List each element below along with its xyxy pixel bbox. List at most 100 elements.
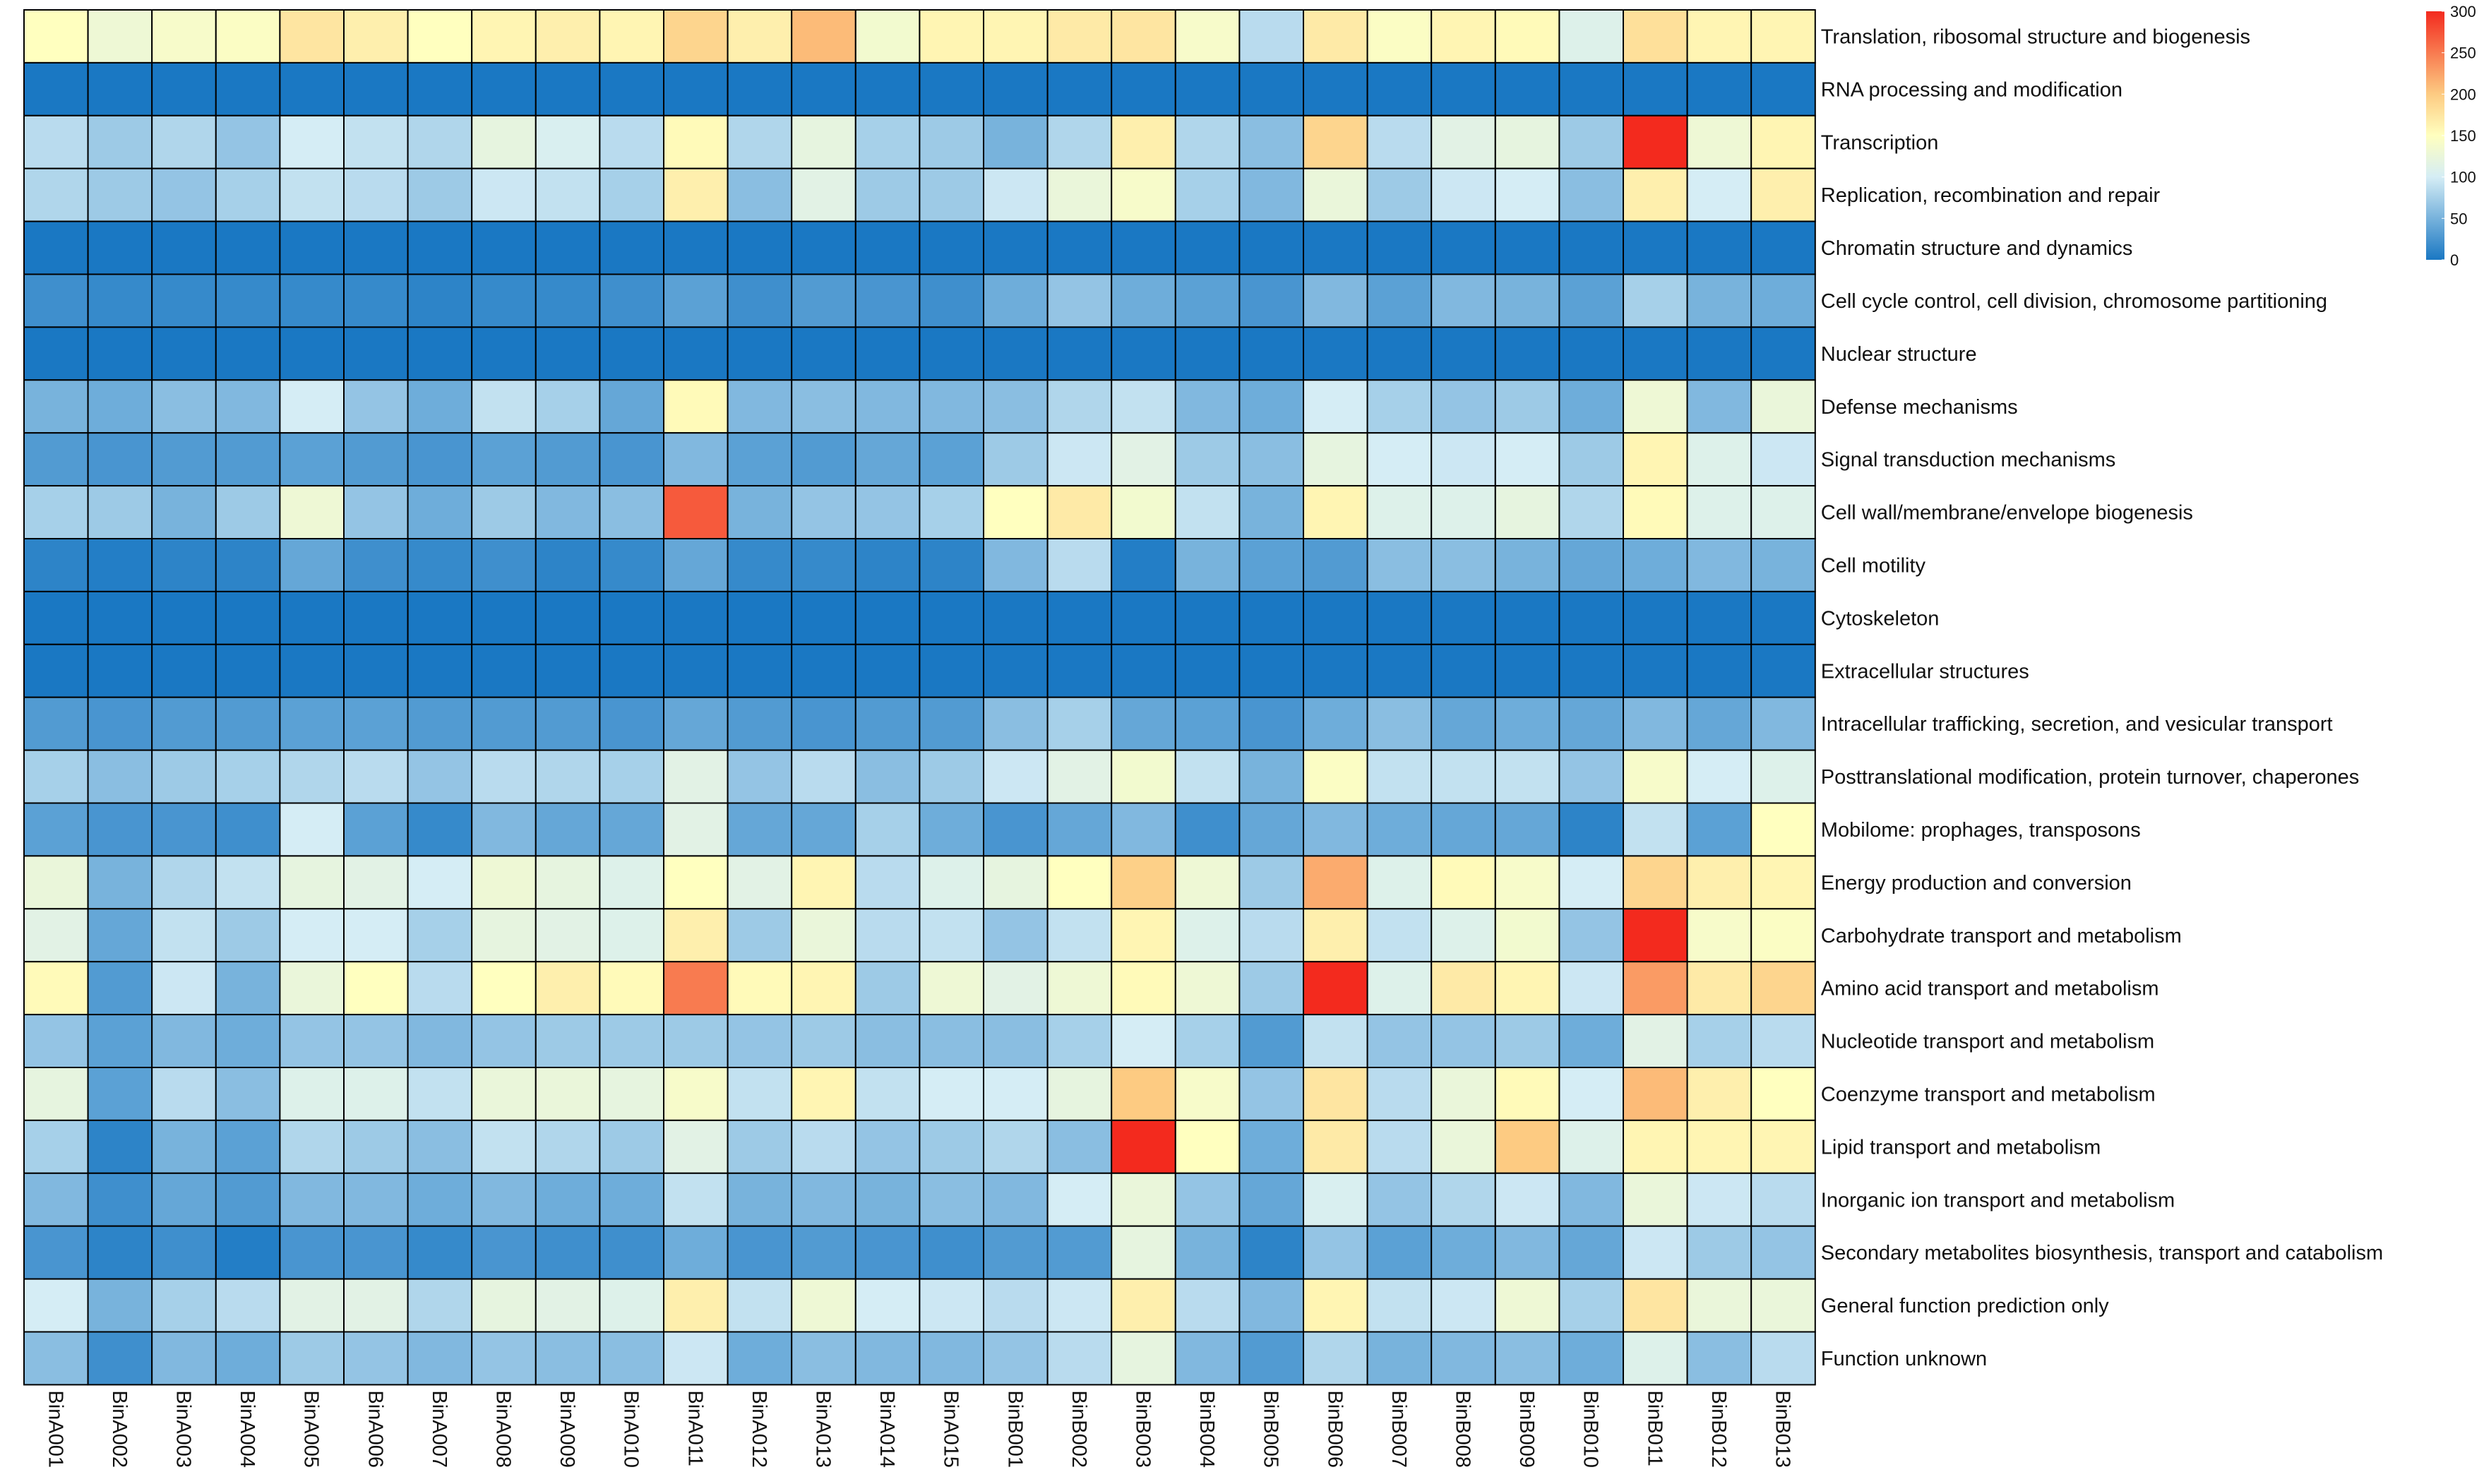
heatmap-cell bbox=[279, 1014, 345, 1068]
column-label: BinA012 bbox=[748, 1390, 770, 1468]
heatmap-cell bbox=[599, 1119, 665, 1174]
heatmap-cell bbox=[215, 908, 281, 963]
heatmap-cell bbox=[919, 61, 985, 116]
heatmap-cell bbox=[599, 643, 665, 698]
heatmap-cell bbox=[1366, 432, 1433, 487]
heatmap-cell bbox=[1431, 802, 1496, 857]
heatmap-cell bbox=[407, 749, 473, 804]
heatmap-cell bbox=[151, 961, 217, 1016]
heatmap-cell bbox=[343, 379, 409, 434]
row-labels: Translation, ribosomal structure and bio… bbox=[1821, 26, 2383, 1371]
heatmap-cell bbox=[1046, 749, 1113, 804]
heatmap-cell bbox=[919, 696, 985, 751]
heatmap-cell bbox=[151, 538, 217, 592]
heatmap-cell bbox=[343, 1278, 409, 1333]
heatmap-cell bbox=[1111, 220, 1176, 275]
heatmap-cell bbox=[343, 696, 409, 751]
heatmap-cell bbox=[727, 273, 793, 328]
heatmap-cell bbox=[151, 1331, 217, 1386]
column-label: BinA002 bbox=[108, 1390, 131, 1468]
heatmap-cell bbox=[1303, 61, 1368, 116]
heatmap-cell bbox=[663, 643, 729, 698]
heatmap-cell bbox=[1303, 9, 1368, 64]
heatmap-cell bbox=[983, 696, 1049, 751]
row-label: Secondary metabolites biosynthesis, tran… bbox=[1821, 1242, 2383, 1264]
heatmap-cell bbox=[1366, 9, 1433, 64]
heatmap-cell bbox=[854, 485, 921, 539]
heatmap-cell bbox=[215, 1331, 281, 1386]
heatmap-cell bbox=[1303, 590, 1368, 645]
heatmap-cell bbox=[343, 9, 409, 64]
heatmap-cell bbox=[1111, 379, 1176, 434]
heatmap-cell bbox=[727, 643, 793, 698]
heatmap-cell bbox=[1750, 379, 1816, 434]
heatmap-cell bbox=[919, 908, 985, 963]
heatmap-cell bbox=[279, 1278, 345, 1333]
heatmap-cell bbox=[791, 220, 856, 275]
heatmap-cell bbox=[1046, 485, 1113, 539]
heatmap-cell bbox=[983, 220, 1049, 275]
heatmap-cell bbox=[1494, 432, 1560, 487]
heatmap-cell bbox=[407, 432, 473, 487]
heatmap-cell bbox=[23, 1014, 89, 1068]
heatmap-cell bbox=[1494, 326, 1560, 381]
heatmap-cell bbox=[151, 61, 217, 116]
heatmap-cell bbox=[1558, 61, 1624, 116]
heatmap-cell bbox=[1238, 220, 1305, 275]
heatmap-cell bbox=[663, 538, 729, 592]
heatmap-cell bbox=[1046, 696, 1113, 751]
heatmap-cell bbox=[1494, 643, 1560, 698]
heatmap-cell bbox=[919, 1119, 985, 1174]
heatmap-cell bbox=[727, 590, 793, 645]
heatmap-cell bbox=[919, 167, 985, 222]
heatmap-cell bbox=[1366, 485, 1433, 539]
heatmap-cell bbox=[1046, 1172, 1113, 1227]
heatmap-cell bbox=[343, 538, 409, 592]
heatmap-cell bbox=[407, 643, 473, 698]
heatmap-cell bbox=[1750, 167, 1816, 222]
heatmap-cell bbox=[791, 1278, 856, 1333]
heatmap-cell bbox=[1366, 114, 1433, 169]
heatmap-cell bbox=[599, 696, 665, 751]
heatmap-cell bbox=[407, 9, 473, 64]
heatmap-cell bbox=[407, 908, 473, 963]
heatmap-cell bbox=[919, 114, 985, 169]
heatmap-cell bbox=[1111, 961, 1176, 1016]
heatmap-cell bbox=[1111, 167, 1176, 222]
heatmap-cell bbox=[1174, 432, 1241, 487]
heatmap-cell bbox=[1558, 1067, 1624, 1121]
heatmap-cell bbox=[471, 1278, 537, 1333]
heatmap-cell bbox=[1431, 1119, 1496, 1174]
heatmap-cell bbox=[983, 1172, 1049, 1227]
heatmap-cell bbox=[1111, 432, 1176, 487]
heatmap-cell bbox=[919, 643, 985, 698]
heatmap-cell bbox=[1174, 538, 1241, 592]
heatmap-cell bbox=[535, 538, 601, 592]
heatmap-cell bbox=[1431, 1278, 1496, 1333]
heatmap-cell bbox=[854, 326, 921, 381]
heatmap-cell bbox=[279, 643, 345, 698]
heatmap-cell bbox=[535, 485, 601, 539]
heatmap-cell bbox=[407, 1331, 473, 1386]
heatmap-cell bbox=[87, 643, 153, 698]
heatmap-cell bbox=[1111, 749, 1176, 804]
row-label: General function prediction only bbox=[1821, 1295, 2109, 1317]
heatmap-cell bbox=[1686, 326, 1752, 381]
heatmap-cell bbox=[1750, 1331, 1816, 1386]
heatmap-cell bbox=[215, 961, 281, 1016]
heatmap-cell bbox=[791, 1225, 856, 1280]
heatmap-cell bbox=[727, 167, 793, 222]
heatmap-cell bbox=[23, 1225, 89, 1280]
heatmap-cell bbox=[1431, 379, 1496, 434]
heatmap-cell bbox=[1046, 61, 1113, 116]
heatmap-cell bbox=[215, 114, 281, 169]
heatmap-cell bbox=[1174, 9, 1241, 64]
heatmap-cell bbox=[1238, 1225, 1305, 1280]
heatmap-cell bbox=[1686, 802, 1752, 857]
heatmap-cell bbox=[1494, 167, 1560, 222]
heatmap-cell bbox=[471, 590, 537, 645]
heatmap-cell bbox=[1238, 432, 1305, 487]
heatmap-cell bbox=[1750, 114, 1816, 169]
heatmap-cell bbox=[919, 1014, 985, 1068]
